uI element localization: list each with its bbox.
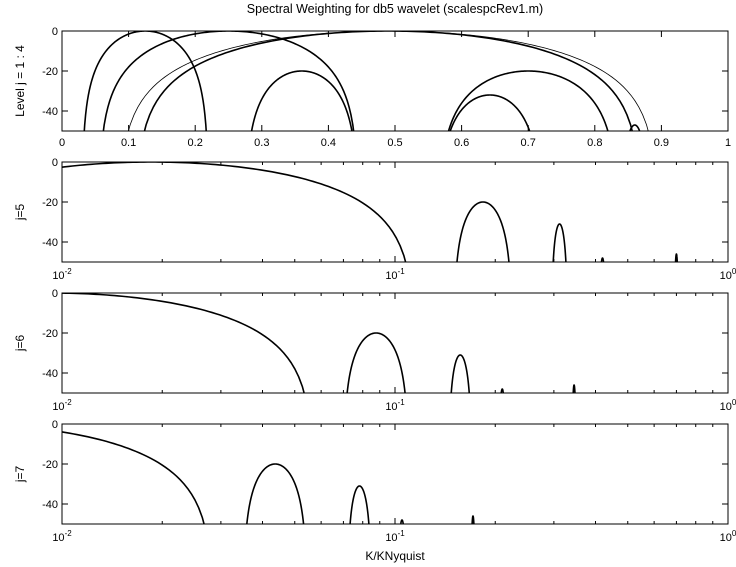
x-tick-label: 0.3 bbox=[254, 137, 269, 149]
panel-4-series-1-lobe-1 bbox=[62, 431, 205, 524]
x-tick-label: 100 bbox=[720, 398, 736, 413]
panel-1-curves bbox=[83, 31, 649, 131]
x-tick-label: 1 bbox=[725, 137, 731, 149]
panel-1-y-axis-label: Level j = 1 : 4 bbox=[13, 45, 27, 117]
panel-3: 0 -20 -40 10-2 10-1 100 j=6 bbox=[13, 288, 736, 413]
y-tick-label: -20 bbox=[42, 66, 58, 78]
x-tick-label: 0.6 bbox=[454, 137, 469, 149]
x-tick-label: 0.5 bbox=[387, 137, 402, 149]
panel-2-series-1-lobe-2 bbox=[456, 201, 510, 262]
panel-4-frame bbox=[61, 423, 729, 525]
y-tick-label: -20 bbox=[42, 328, 58, 340]
panel-2-series-1-lobe-4 bbox=[600, 257, 605, 262]
panel-4-series-1-lobe-4 bbox=[399, 519, 405, 524]
panel-3-frame bbox=[61, 292, 729, 394]
x-tick-label: 0.8 bbox=[587, 137, 602, 149]
panel-1-series-4-lobe-1 bbox=[128, 31, 649, 131]
panel-3-series-1-lobe-5 bbox=[572, 384, 576, 393]
panel-3-series-1-lobe-2 bbox=[346, 332, 406, 393]
y-tick-label: -40 bbox=[42, 368, 58, 380]
y-tick-label: -40 bbox=[42, 237, 58, 249]
y-tick-label: 0 bbox=[52, 26, 58, 38]
panel-1-series-1-lobe-1 bbox=[83, 31, 208, 131]
panel-4-series-1-lobe-3 bbox=[349, 485, 370, 524]
panel-3-curves bbox=[62, 293, 576, 393]
y-tick-label: 0 bbox=[52, 288, 58, 300]
y-tick-label: 0 bbox=[52, 157, 58, 169]
x-axis-label: K/KNyquist bbox=[365, 549, 425, 563]
panel-4-curves bbox=[62, 431, 475, 524]
panel-2: 0 -20 -40 10-2 10-1 100 j=5 bbox=[13, 157, 736, 282]
x-tick-label: 0 bbox=[59, 137, 65, 149]
panel-2-frame bbox=[61, 161, 729, 263]
panel-1-series-2-lobe-3 bbox=[449, 94, 531, 131]
panel-1: 0 -20 -40 0 0.1 0.2 0.3 0.4 0.5 0.6 0.7 0.8 0.9 1 Leve… bbox=[13, 26, 731, 149]
x-tick-label: 0.4 bbox=[321, 137, 336, 149]
panel-2-series-1-lobe-3 bbox=[552, 223, 567, 262]
panel-3-series-1-lobe-1 bbox=[62, 293, 305, 393]
x-tick-label: 0.7 bbox=[521, 137, 536, 149]
panel-2-y-axis-label: j=5 bbox=[13, 204, 27, 222]
panel-2-series-1-lobe-1 bbox=[62, 162, 407, 262]
x-tick-label: 10-1 bbox=[385, 267, 405, 282]
y-tick-label: -40 bbox=[42, 106, 58, 118]
y-tick-label: 0 bbox=[52, 419, 58, 431]
panel-2-series-1-lobe-5 bbox=[674, 253, 679, 262]
panel-3-series-1-lobe-3 bbox=[450, 354, 471, 393]
panel-4-series-1-lobe-2 bbox=[246, 463, 305, 524]
panel-4: 0 -20 -40 10-2 10-1 100 j=7 bbox=[13, 419, 736, 544]
x-tick-label: 10-2 bbox=[52, 529, 72, 544]
panel-4-series-1-lobe-5 bbox=[471, 515, 475, 524]
panel-1-series-3-lobe-1 bbox=[143, 31, 633, 131]
x-tick-label: 0.9 bbox=[654, 137, 669, 149]
panel-1-series-3-lobe-3 bbox=[629, 124, 641, 131]
x-tick-label: 0.2 bbox=[188, 137, 203, 149]
x-tick-label: 10-1 bbox=[385, 529, 405, 544]
y-tick-label: -20 bbox=[42, 459, 58, 471]
panel-1-series-2-lobe-2 bbox=[250, 70, 353, 131]
y-tick-label: -20 bbox=[42, 197, 58, 209]
x-tick-label: 100 bbox=[720, 529, 736, 544]
x-tick-label: 10-2 bbox=[52, 267, 72, 282]
x-tick-label: 0.1 bbox=[121, 137, 136, 149]
panel-1-series-2-lobe-1 bbox=[102, 31, 355, 131]
y-tick-label: -40 bbox=[42, 499, 58, 511]
x-tick-label: 10-2 bbox=[52, 398, 72, 413]
panel-3-y-axis-label: j=6 bbox=[13, 335, 27, 353]
panels: 0 -20 -40 0 0.1 0.2 0.3 0.4 0.5 0.6 0.7 0.8 0.9 1 Leve… bbox=[13, 26, 736, 544]
panel-1-series-3-lobe-2 bbox=[447, 70, 609, 131]
panel-3-series-1-lobe-4 bbox=[500, 388, 505, 393]
x-tick-label: 100 bbox=[720, 267, 736, 282]
figure-title: Spectral Weighting for db5 wavelet (scal… bbox=[247, 2, 543, 16]
panel-4-y-axis-label: j=7 bbox=[13, 466, 27, 484]
panel-2-curves bbox=[62, 162, 679, 262]
x-tick-label: 10-1 bbox=[385, 398, 405, 413]
